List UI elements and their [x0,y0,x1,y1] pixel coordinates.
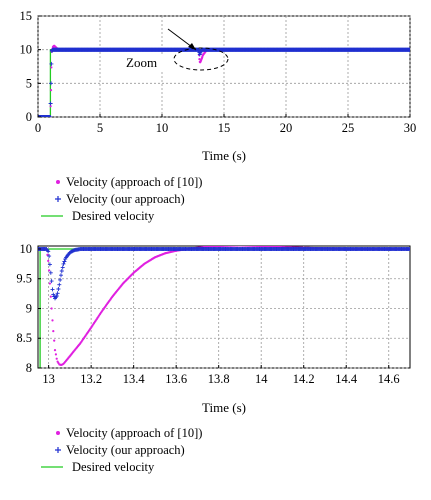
data-point [48,101,53,106]
data-point [50,287,55,292]
data-point [47,262,52,267]
legend-marker-plus [55,447,61,453]
data-point [408,47,410,52]
data-point [198,58,201,61]
data-point [48,270,53,275]
data-point [56,287,61,291]
x-tick-label: 5 [97,121,103,135]
x-axis-label-bottom: Time (s) [202,400,246,415]
y-tick-label: 15 [20,9,33,23]
data-point [60,265,65,270]
ticks-bottom: 13 13.2 13.4 13.6 13.8 14 14.2 14.4 14.6 8 8.5 9 9.5… [16,242,399,386]
y-tick-label: 10 [20,242,33,256]
x-tick-label: 20 [280,121,293,135]
legend-bottom: Velocity (approach of [10]) Velocity (our… [41,426,202,474]
data-point [50,307,53,310]
data-point [55,291,60,296]
x-tick-label: 14.2 [293,372,315,386]
x-tick-label: 13.6 [165,372,187,386]
series-our-approach [38,47,410,117]
data-point [407,247,410,251]
data-point [53,349,57,352]
data-point [49,279,54,284]
x-tick-label: 10 [156,121,169,135]
data-point [59,273,63,278]
plot-area-bottom [37,245,411,369]
data-point [49,89,53,92]
zoom-label: Zoom [126,55,157,70]
data-point [46,249,51,254]
legend-label: Velocity (approach of [10]) [66,426,202,440]
x-tick-label: 14.4 [335,372,358,386]
x-tick-label: 13.8 [208,372,230,386]
data-point [58,277,63,282]
legend-marker-dot [56,180,60,184]
y-tick-label: 8.5 [16,331,32,345]
y-tick-label: 8 [26,361,32,375]
y-tick-label: 5 [26,76,32,90]
y-tick-label: 10 [20,43,33,57]
x-tick-label: 30 [404,121,417,135]
data-point [48,282,52,285]
data-point [53,339,56,342]
data-point [57,282,62,287]
series-top [38,44,410,117]
legend-label: Desired velocity [72,209,155,223]
y-tick-label: 9.5 [16,272,32,286]
x-tick-label: 13 [42,372,55,386]
series-our-approach [38,247,410,301]
data-point [62,259,67,264]
overview-chart: 0 5 10 15 20 25 30 0 5 10 15 Time (s) Zoom Velocit… [20,9,417,223]
data-point [49,295,52,298]
data-point [48,115,53,117]
legend-label: Velocity (approach of [10]) [66,175,202,189]
data-point [52,330,55,333]
legend-top: Velocity (approach of [10]) Velocity (our… [41,175,202,223]
data-point [48,269,51,272]
data-point [50,66,53,69]
legend-label: Velocity (our approach) [66,192,185,206]
legend-label: Desired velocity [72,460,155,474]
x-tick-label: 13.2 [80,372,102,386]
legend-marker-plus [55,196,61,202]
zoom-arrowhead [188,43,196,50]
x-tick-label: 25 [342,121,355,135]
y-tick-label: 9 [26,301,32,315]
data-point [54,294,59,298]
zoom-ellipse [173,47,229,71]
data-point [51,319,54,322]
x-axis-label-top: Time (s) [202,148,246,163]
legend-marker-dot [56,431,60,435]
x-tick-label: 14 [255,372,268,386]
data-point [46,253,49,256]
data-point [55,357,58,360]
x-tick-label: 15 [218,121,231,135]
data-point [47,254,52,259]
y-tick-label: 0 [26,110,32,124]
data-point [54,353,58,356]
legend-label: Velocity (our approach) [66,443,185,457]
x-tick-label: 0 [35,121,41,135]
zoomed-chart: 13 13.2 13.4 13.6 13.8 14 14.2 14.4 14.6 8 8.5 9 9.5… [16,242,411,474]
data-point [49,61,54,66]
data-point [49,81,53,86]
x-tick-label: 13.4 [123,372,146,386]
data-point [49,105,52,108]
data-point [59,269,64,273]
data-point [47,259,50,262]
x-tick-label: 14.6 [378,372,400,386]
data-point [61,261,66,266]
ticks-top: 0 5 10 15 20 25 30 0 5 10 15 [20,9,417,135]
zoom-label-bg [122,55,166,70]
